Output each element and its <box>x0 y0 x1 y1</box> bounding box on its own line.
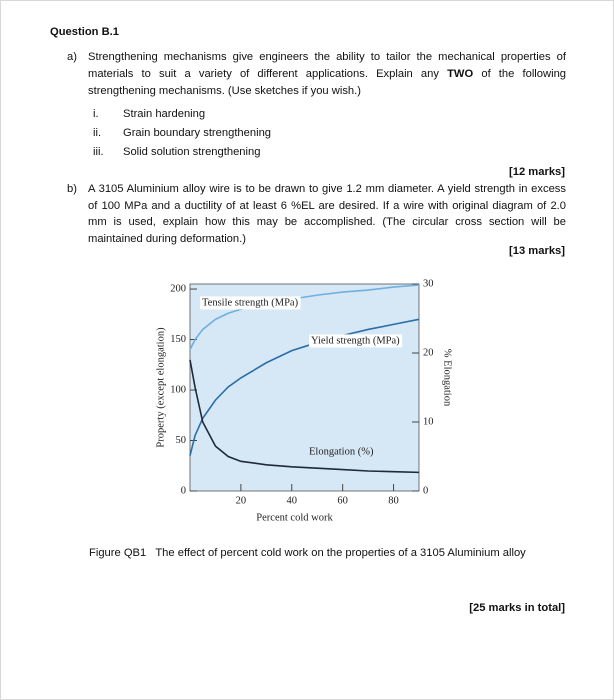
x-axis-label: Percent cold work <box>256 512 333 523</box>
part-a-text: Strengthening mechanisms give engineers … <box>88 49 566 100</box>
x-tick-label: 20 <box>236 495 247 506</box>
part-label: b) <box>67 183 77 195</box>
item-num: ii. <box>93 127 102 139</box>
caption-text: The effect of percent cold work on the p… <box>155 547 526 559</box>
y2-tick-label: 30 <box>423 278 434 289</box>
y-tick-label: 100 <box>170 384 186 395</box>
y-axis-label: Property (except elongation) <box>155 327 166 448</box>
label-box <box>309 334 403 348</box>
x-tick-label: 80 <box>388 495 399 506</box>
question-title: Question B.1 <box>50 26 119 38</box>
item-text: Grain boundary strengthening <box>123 127 272 139</box>
x-tick-label: 60 <box>337 495 348 506</box>
y2-axis-label: % Elongation <box>442 349 453 407</box>
y-tick-label: 200 <box>170 283 186 294</box>
text: of the following strengthening mechanism… <box>88 68 567 97</box>
marks: [12 marks] <box>509 166 565 178</box>
marks: [13 marks] <box>509 245 565 257</box>
caption-label: Figure QB1 <box>89 547 147 559</box>
total-marks: [25 marks in total] <box>469 602 565 614</box>
series-line <box>189 359 420 474</box>
y2-tick-label: 20 <box>423 347 434 358</box>
series-label: Elongation (%) <box>309 446 374 457</box>
x-tick-label: 40 <box>287 495 298 506</box>
y-tick-label: 0 <box>181 485 186 496</box>
y2-tick-label: 0 <box>423 485 428 496</box>
figure-caption: Figure QB1 The effect of percent cold wo… <box>89 545 526 562</box>
part-label: a) <box>67 51 77 63</box>
y2-tick-label: 10 <box>423 416 434 427</box>
emphasis: TWO <box>447 68 474 80</box>
y-tick-label: 50 <box>176 435 187 446</box>
label-box <box>200 296 301 310</box>
item-text: Solid solution strengthening <box>123 146 261 158</box>
item-num: iii. <box>93 146 104 158</box>
part-b-text: A 3105 Aluminium alloy wire is to be dra… <box>88 183 566 245</box>
y-tick-label: 150 <box>170 334 186 345</box>
series-label: Tensile strength (MPa) <box>202 297 299 308</box>
item-num: i. <box>93 108 99 120</box>
text: Strengthening mechanisms give engineers … <box>88 51 566 80</box>
item-text: Strain hardening <box>123 108 206 120</box>
series-label: Yield strength (MPa) <box>311 335 400 346</box>
